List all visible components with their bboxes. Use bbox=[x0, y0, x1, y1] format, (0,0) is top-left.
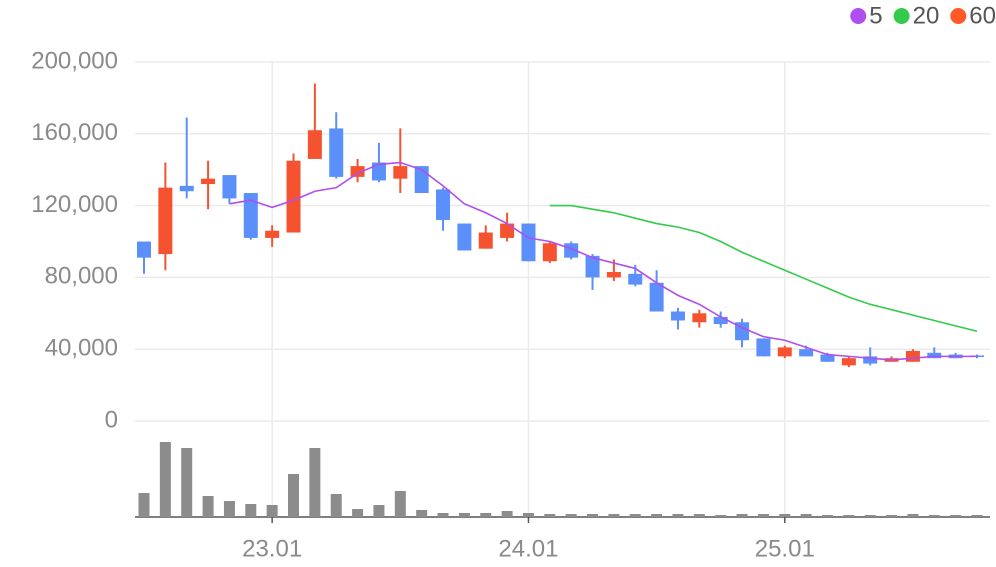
candle-body bbox=[521, 223, 536, 262]
volume-bar bbox=[629, 514, 641, 517]
legend-swatch bbox=[950, 8, 967, 24]
y-tick-label: 160,000 bbox=[31, 119, 118, 146]
volume-bar bbox=[843, 515, 855, 517]
volume-bar bbox=[779, 514, 791, 517]
volume-bar bbox=[245, 504, 257, 517]
candle-body bbox=[286, 160, 301, 233]
volume-bar bbox=[437, 513, 449, 517]
volume-bar bbox=[757, 514, 769, 517]
candle-body bbox=[799, 349, 814, 357]
candle-body bbox=[329, 128, 344, 177]
volume-bar bbox=[159, 442, 171, 517]
volume-bar bbox=[950, 515, 962, 517]
candle-body bbox=[649, 282, 664, 312]
candle-body bbox=[478, 232, 493, 249]
volume-bar bbox=[693, 514, 705, 517]
volume-bar bbox=[138, 493, 150, 517]
x-tick-label: 24.01 bbox=[498, 535, 558, 562]
legend-swatch bbox=[893, 8, 910, 24]
volume-bar bbox=[480, 513, 492, 517]
volume-bar bbox=[715, 515, 727, 517]
volume-bar bbox=[864, 515, 876, 517]
legend-swatch bbox=[850, 8, 867, 24]
y-tick-label: 40,000 bbox=[45, 335, 118, 362]
candle-body bbox=[692, 313, 707, 323]
candle-body bbox=[201, 178, 216, 185]
candle-body bbox=[350, 166, 365, 177]
volume-bar bbox=[309, 448, 321, 517]
candle-body bbox=[820, 354, 835, 362]
volume-bar bbox=[608, 514, 620, 517]
volume-bar bbox=[971, 515, 983, 517]
volume-bar bbox=[330, 494, 342, 517]
candle-body bbox=[265, 230, 280, 238]
volume-bar bbox=[565, 514, 577, 517]
candle-body bbox=[606, 272, 621, 278]
ma-line bbox=[229, 161, 977, 361]
volume-bar bbox=[672, 514, 684, 517]
volume-bar bbox=[587, 514, 599, 517]
volume-bar bbox=[458, 513, 470, 517]
volume-bar bbox=[800, 514, 812, 517]
candle-body bbox=[777, 347, 792, 357]
x-tick-label: 23.01 bbox=[242, 535, 302, 562]
volume-bar bbox=[373, 505, 385, 517]
volume-bar bbox=[394, 491, 406, 517]
candle-body bbox=[179, 185, 194, 192]
candle-body bbox=[905, 350, 920, 362]
candle-body bbox=[670, 311, 685, 321]
volume-bar bbox=[736, 514, 748, 517]
candle-body bbox=[371, 162, 386, 181]
volume-bar bbox=[501, 511, 513, 517]
volume-bar bbox=[821, 515, 833, 517]
candle-body bbox=[628, 273, 643, 285]
candle-body bbox=[393, 166, 408, 179]
candle-body bbox=[756, 338, 771, 357]
y-tick-label: 120,000 bbox=[31, 191, 118, 218]
candle-body bbox=[500, 223, 515, 238]
volume-bar bbox=[352, 509, 364, 517]
candle-body bbox=[863, 356, 878, 364]
y-tick-label: 200,000 bbox=[31, 47, 118, 74]
candle-body bbox=[222, 175, 237, 199]
volume-bar bbox=[928, 515, 940, 517]
candle-body bbox=[457, 223, 472, 251]
candle-body bbox=[841, 358, 856, 366]
candle-body bbox=[307, 130, 322, 159]
legend-label: 20 bbox=[913, 2, 940, 29]
candle-body bbox=[137, 241, 151, 258]
candle-body bbox=[585, 255, 600, 278]
legend-label: 5 bbox=[869, 2, 882, 29]
volume-bar bbox=[223, 501, 235, 517]
volume-bar bbox=[522, 513, 534, 517]
volume-bar bbox=[288, 474, 300, 517]
candle-body bbox=[927, 352, 942, 359]
volume-bar bbox=[886, 515, 898, 517]
candle-body bbox=[243, 193, 258, 238]
volume-bar bbox=[544, 514, 556, 517]
volume-bar bbox=[181, 448, 193, 517]
y-tick-label: 80,000 bbox=[45, 263, 118, 290]
candle-body bbox=[542, 243, 557, 262]
ma-line bbox=[549, 204, 978, 333]
candle-body bbox=[713, 316, 728, 325]
y-tick-label: 0 bbox=[105, 406, 118, 433]
volume-bar bbox=[907, 514, 919, 517]
legend-label: 60 bbox=[969, 2, 996, 29]
volume-bar bbox=[651, 514, 663, 517]
volume-bar bbox=[266, 505, 278, 517]
x-tick-label: 25.01 bbox=[755, 535, 815, 562]
volume-bar bbox=[202, 496, 214, 517]
candle-body bbox=[436, 189, 451, 220]
candle-body bbox=[158, 187, 173, 255]
volume-bar bbox=[416, 510, 428, 517]
